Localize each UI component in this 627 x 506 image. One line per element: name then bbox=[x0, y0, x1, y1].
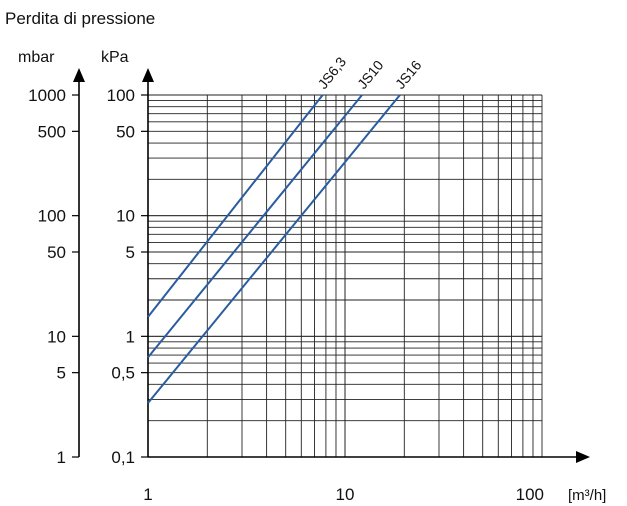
series-label: JS16 bbox=[392, 57, 425, 92]
x-axis-arrow bbox=[576, 451, 590, 463]
mbar-tick-label: 5 bbox=[57, 364, 66, 383]
kpa-unit-label: kPa bbox=[101, 49, 129, 66]
chart-title: Perdita di pressione bbox=[5, 9, 155, 28]
series-line bbox=[147, 94, 324, 318]
series-label: JS10 bbox=[354, 57, 387, 92]
series-line bbox=[147, 94, 401, 404]
series-lines: JS6,3 JS10 JS16 bbox=[147, 54, 425, 404]
mbar-tick-label: 500 bbox=[38, 122, 66, 141]
tick-labels: 1000 500 100 50 10 5 1 100 50 10 5 1 0,5 0,1 1 10 100 bbox=[28, 86, 544, 504]
axes-group bbox=[73, 68, 590, 463]
mbar-tick-label: 1000 bbox=[28, 86, 66, 105]
kpa-tick-label: 1 bbox=[126, 327, 135, 346]
x-tick-label: 10 bbox=[336, 485, 355, 504]
mbar-axis-arrow bbox=[73, 68, 85, 82]
kpa-tick-label: 0,1 bbox=[111, 448, 135, 467]
kpa-tick-label: 0,5 bbox=[111, 364, 135, 383]
mbar-tick-label: 100 bbox=[38, 207, 66, 226]
series-label: JS6,3 bbox=[314, 54, 349, 92]
x-tick-label: 1 bbox=[143, 485, 152, 504]
x-unit-label: [m³/h] bbox=[568, 487, 606, 504]
mbar-tick-label: 10 bbox=[47, 327, 66, 346]
mbar-tick-label: 1 bbox=[57, 448, 66, 467]
kpa-tick-label: 5 bbox=[126, 243, 135, 262]
kpa-tick-label: 50 bbox=[116, 122, 135, 141]
kpa-tick-label: 100 bbox=[107, 86, 135, 105]
mbar-unit-label: mbar bbox=[18, 49, 55, 66]
x-tick-label: 100 bbox=[516, 485, 544, 504]
series-line bbox=[147, 94, 363, 358]
kpa-axis-arrow bbox=[142, 68, 154, 82]
kpa-tick-label: 10 bbox=[116, 207, 135, 226]
plot-grid bbox=[148, 94, 543, 457]
mbar-tick-label: 50 bbox=[47, 243, 66, 262]
